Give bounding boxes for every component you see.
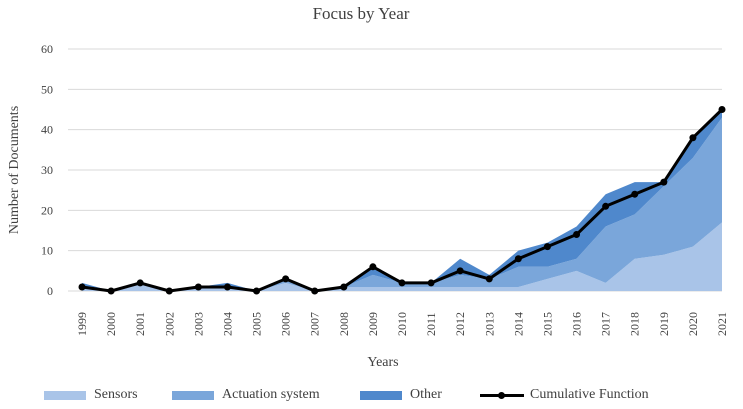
x-tick-label: 2001 [133,312,147,336]
x-axis-ticks: 1999 2000 2001 2002 2003 2004 2005 2006 2007 2008… [75,312,729,336]
y-axis-label: Number of Documents [7,106,22,234]
x-tick-label: 2010 [395,312,409,336]
x-tick-label: 2009 [366,312,380,336]
y-tick-label: 20 [41,203,53,217]
legend-item-other: Other [360,384,442,406]
cumulative-point [718,106,726,113]
x-tick-label: 2005 [250,312,264,336]
x-tick-label: 2006 [279,312,293,336]
legend-item-sensors: Sensors [44,384,138,406]
x-tick-label: 2002 [162,312,176,336]
x-tick-label: 2018 [628,312,642,336]
x-axis-label: Years [367,355,398,370]
cumulative-point [253,287,261,295]
x-tick-label: 2003 [191,312,205,336]
x-tick-label: 2007 [308,312,322,336]
stacked-areas [82,109,722,291]
y-axis-ticks: 0 10 20 30 40 50 60 [41,42,53,298]
cumulative-point [165,287,173,295]
x-tick-label: 2016 [570,312,584,336]
cumulative-point [194,283,202,291]
x-tick-label: 2020 [686,312,700,336]
x-tick-label: 2012 [453,312,467,336]
legend-item-cumulative: Cumulative Function [480,384,649,406]
legend-label-sensors: Sensors [94,387,138,402]
cumulative-point [223,283,231,291]
cumulative-point [340,283,348,291]
cumulative-point [78,283,86,291]
y-tick-label: 0 [47,284,53,298]
x-tick-label: 2011 [424,312,438,336]
x-tick-label: 2004 [220,312,234,336]
x-tick-label: 2019 [657,312,671,336]
legend-swatch-actuation [172,390,214,400]
x-tick-label: 2013 [482,312,496,336]
cumulative-point [543,243,551,251]
cumulative-point [631,190,639,198]
y-tick-label: 10 [41,244,53,258]
x-tick-label: 2021 [715,312,729,336]
cumulative-point [602,202,610,210]
y-tick-label: 50 [41,82,53,96]
chart-title: Focus by Year [312,4,410,23]
chart-plot: 0 10 20 30 40 50 60 1999 2000 2001 2002 2003 2004 20… [7,42,729,370]
x-tick-label: 2000 [104,312,118,336]
legend-label-actuation: Actuation system [222,387,320,402]
cumulative-point [456,267,464,275]
cumulative-point [689,134,697,142]
cumulative-point [485,275,493,283]
cumulative-line [78,106,726,295]
cumulative-point [369,263,377,271]
x-tick-label: 1999 [75,312,89,336]
cumulative-point [282,275,290,283]
legend-label-other: Other [410,387,442,402]
legend: Sensors Actuation system Other Cumulativ… [0,384,743,406]
x-tick-label: 2017 [599,312,613,336]
cumulative-point [107,287,115,295]
cumulative-point [573,231,581,239]
cumulative-point [660,178,668,186]
cumulative-point [514,255,522,263]
x-tick-label: 2008 [337,312,351,336]
area-sensors [82,222,722,291]
x-tick-label: 2014 [511,312,525,336]
y-tick-label: 40 [41,123,53,137]
cumulative-point [136,279,144,287]
legend-swatch-cumulative [480,390,524,400]
cumulative-point [311,287,319,295]
legend-swatch-sensors [44,390,86,400]
y-tick-label: 60 [41,42,53,56]
legend-item-actuation: Actuation system [172,384,320,406]
y-tick-label: 30 [41,163,53,177]
area-other [82,109,722,291]
cumulative-point [398,279,406,287]
cumulative-point [427,279,435,287]
legend-label-cumulative: Cumulative Function [530,387,649,402]
x-tick-label: 2015 [540,312,554,336]
legend-swatch-other [360,390,402,400]
